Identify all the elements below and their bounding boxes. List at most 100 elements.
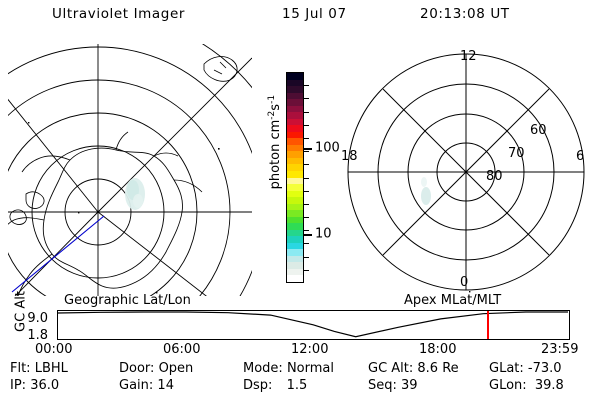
colorbar-band-5 — [287, 105, 303, 113]
status-glon: GLon: 39.8 — [489, 379, 564, 392]
colorbar-minor-tick-12 — [304, 230, 309, 232]
colorbar-band-25 — [287, 236, 303, 243]
colorbar-minor-tick-1 — [304, 85, 309, 87]
coast-fragments — [9, 56, 238, 225]
colorbar-major-tick-10 — [304, 234, 312, 237]
mlt-label-12: 12 — [460, 49, 477, 64]
time-tick-1: 06:00 — [163, 342, 201, 357]
dial-speckles — [469, 291, 471, 293]
gc-alt-tick-max: 9.0 — [27, 311, 48, 326]
status-door: Door: Open — [119, 362, 193, 375]
antarctica-coastline — [8, 131, 203, 296]
colorbar-band-28 — [287, 255, 303, 263]
geographic-map-svg — [8, 44, 252, 296]
mlt-axis-diag-b — [382, 88, 550, 256]
colorbar-minor-tick-9 — [304, 190, 309, 192]
colorbar-band-17 — [287, 184, 303, 191]
meridian-225 — [14, 211, 99, 296]
colorbar-minor-tick-7 — [304, 164, 309, 166]
status-ip-label: IP: — [10, 378, 27, 393]
status-mode-value: Normal — [286, 361, 334, 376]
colorbar-band-8 — [287, 125, 303, 132]
status-glat: GLat: -73.0 — [489, 362, 562, 375]
status-glon-value: 39.8 — [534, 378, 564, 393]
gc-altitude-curve-svg — [58, 311, 568, 338]
status-dsp: Dsp: 1.5 — [243, 379, 307, 392]
colorbar-band-21 — [287, 210, 303, 217]
colorbar-band-13 — [287, 157, 303, 165]
mlat-label-70: 70 — [508, 146, 525, 161]
status-gcalt-value: 8.6 Re — [417, 361, 459, 376]
colorbar-band-16 — [287, 177, 303, 185]
colorbar-band-4 — [287, 99, 303, 106]
gc-altitude-timeseries-plot[interactable] — [57, 310, 570, 340]
terminator-line — [11, 215, 105, 293]
status-mode: Mode: Normal — [243, 362, 334, 375]
status-gain-label: Gain: — [119, 378, 154, 393]
colorbar-band-11 — [287, 144, 303, 152]
status-glon-label: GLon: — [489, 378, 527, 393]
lat-circle-60 — [8, 112, 198, 296]
colorbar-band-0 — [287, 73, 303, 80]
status-flt-value: LBHL — [34, 361, 68, 376]
gc-alt-tick-min: 1.8 — [27, 328, 48, 343]
colorbar-band-6 — [287, 112, 303, 119]
colorbar-band-19 — [287, 197, 303, 204]
observation-date: 15 Jul 07 — [282, 6, 347, 22]
status-seq: Seq: 39 — [368, 379, 418, 392]
mlt-label-6: 6 — [576, 149, 585, 164]
time-tick-4: 23:59 — [541, 342, 579, 357]
colorbar-minor-tick-11 — [304, 217, 309, 219]
status-flt-label: Flt: — [10, 361, 31, 376]
status-glat-label: GLat: — [489, 361, 524, 376]
colorbar-minor-tick-5 — [304, 137, 309, 139]
colorbar-band-22 — [287, 216, 303, 224]
colorbar-band-14 — [287, 164, 303, 171]
mlt-label-18: 18 — [341, 149, 358, 164]
status-ip: IP: 36.0 — [10, 379, 59, 392]
status-ip-value: 36.0 — [30, 378, 60, 393]
colorbar-band-1 — [287, 79, 303, 87]
colorbar-minor-tick-2 — [304, 98, 309, 100]
colorbar-minor-tick-3 — [304, 111, 309, 113]
instrument-title: Ultraviolet Imager — [52, 6, 186, 22]
colorbar-band-31 — [287, 275, 303, 282]
aurora-emission-patch-magnetic — [421, 177, 431, 205]
colorbar-container: 100 10 photon cm-2s-1 — [267, 72, 340, 283]
colorbar-band-24 — [287, 229, 303, 237]
meridian-315 — [8, 98, 99, 213]
colorbar-minor-tick-13 — [304, 243, 309, 245]
colorbar-band-9 — [287, 131, 303, 139]
colorbar-band-20 — [287, 203, 303, 211]
colorbar-band-15 — [287, 170, 303, 178]
mlat-label-80: 80 — [486, 169, 503, 184]
colorbar-minor-tick-4 — [304, 124, 309, 126]
colorbar-band-2 — [287, 86, 303, 93]
time-tick-3: 18:00 — [419, 342, 457, 357]
colorbar-band-3 — [287, 92, 303, 100]
colorbar-band-23 — [287, 223, 303, 230]
lat-circle-30 — [201, 44, 252, 89]
status-footer: Flt: LBHL Door: Open Mode: Normal GC Alt… — [0, 362, 600, 398]
colorbar-band-27 — [287, 249, 303, 256]
magnetic-panel-caption: Apex MLat/MLT — [404, 293, 502, 308]
status-door-label: Door: — [119, 361, 155, 376]
header-bar: Ultraviolet Imager 15 Jul 07 20:13:08 UT — [0, 6, 600, 30]
status-seq-label: Seq: — [368, 378, 397, 393]
mlt-label-0: 0 — [460, 275, 469, 290]
time-tick-2: 12:00 — [291, 342, 329, 357]
colorbar-axis-title: photon cm-2s-1 — [266, 94, 284, 190]
intensity-colorbar — [286, 72, 304, 283]
aurora-emission-patch — [125, 178, 145, 210]
colorbar-major-tick-100 — [304, 147, 312, 150]
status-mode-label: Mode: — [243, 361, 283, 376]
gc-altitude-curve — [58, 311, 568, 338]
status-glat-value: -73.0 — [527, 361, 562, 376]
meridian-135 — [97, 211, 207, 296]
colorbar-band-29 — [287, 262, 303, 269]
status-gcalt: GC Alt: 8.6 Re — [368, 362, 459, 375]
magnetic-polar-dial: 12 6 0 18 60 70 80 — [338, 44, 594, 296]
colorbar-band-18 — [287, 190, 303, 198]
status-dsp-label: Dsp: — [243, 378, 273, 393]
